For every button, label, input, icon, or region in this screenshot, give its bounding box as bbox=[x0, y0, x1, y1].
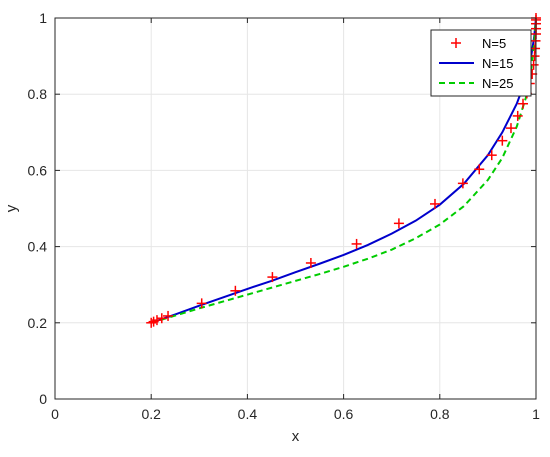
data-point-n5 bbox=[474, 164, 485, 175]
data-point-n5 bbox=[512, 110, 523, 121]
legend-entry-n15: N=15 bbox=[439, 56, 513, 71]
y-tick-label: 0.2 bbox=[28, 315, 48, 331]
x-tick-label: 1 bbox=[532, 406, 540, 422]
x-tick-label: 0 bbox=[51, 406, 59, 422]
x-tick-label: 0.8 bbox=[430, 406, 450, 422]
data-point-n5 bbox=[486, 150, 497, 161]
data-point-n5 bbox=[163, 310, 174, 321]
legend: N=5 N=15 N=25 bbox=[430, 29, 532, 97]
x-axis-title: x bbox=[292, 428, 300, 445]
data-point-n5 bbox=[429, 198, 440, 209]
data-point-n5 bbox=[151, 315, 162, 326]
legend-label-n25: N=25 bbox=[482, 76, 513, 91]
data-point-n5 bbox=[230, 285, 241, 296]
data-point-n5 bbox=[505, 123, 516, 134]
y-tick-label: 0.6 bbox=[28, 162, 48, 178]
data-point-n5 bbox=[146, 317, 157, 328]
data-point-n5 bbox=[196, 298, 207, 309]
x-tick-label: 0.2 bbox=[141, 406, 161, 422]
legend-entry-n5: N=5 bbox=[451, 36, 506, 51]
data-point-n5 bbox=[156, 313, 167, 324]
x-tick-label: 0.6 bbox=[334, 406, 354, 422]
data-point-n5 bbox=[351, 238, 362, 249]
legend-label-n15: N=15 bbox=[482, 56, 513, 71]
data-point-n5 bbox=[457, 178, 468, 189]
legend-marker-n5 bbox=[451, 38, 461, 48]
axis-ticks: 0 0.2 0.4 0.6 0.8 1 0 0.2 0.4 0.6 0.8 1 bbox=[28, 10, 541, 422]
plot-frame bbox=[54, 17, 537, 400]
y-tick-label: 0.4 bbox=[28, 239, 48, 255]
y-tick-label: 0 bbox=[39, 391, 47, 407]
legend-entry-n25: N=25 bbox=[439, 76, 513, 91]
data-point-n5 bbox=[305, 257, 316, 268]
y-axis-title: y bbox=[3, 204, 20, 212]
data-point-n5 bbox=[518, 98, 529, 109]
y-tick-label: 0.8 bbox=[28, 86, 48, 102]
y-tick-label: 1 bbox=[39, 10, 47, 26]
x-tick-label: 0.4 bbox=[238, 406, 258, 422]
data-point-n5 bbox=[497, 135, 508, 146]
legend-label-n5: N=5 bbox=[482, 36, 506, 51]
data-point-n5 bbox=[393, 218, 404, 229]
data-point-n5 bbox=[267, 272, 278, 283]
